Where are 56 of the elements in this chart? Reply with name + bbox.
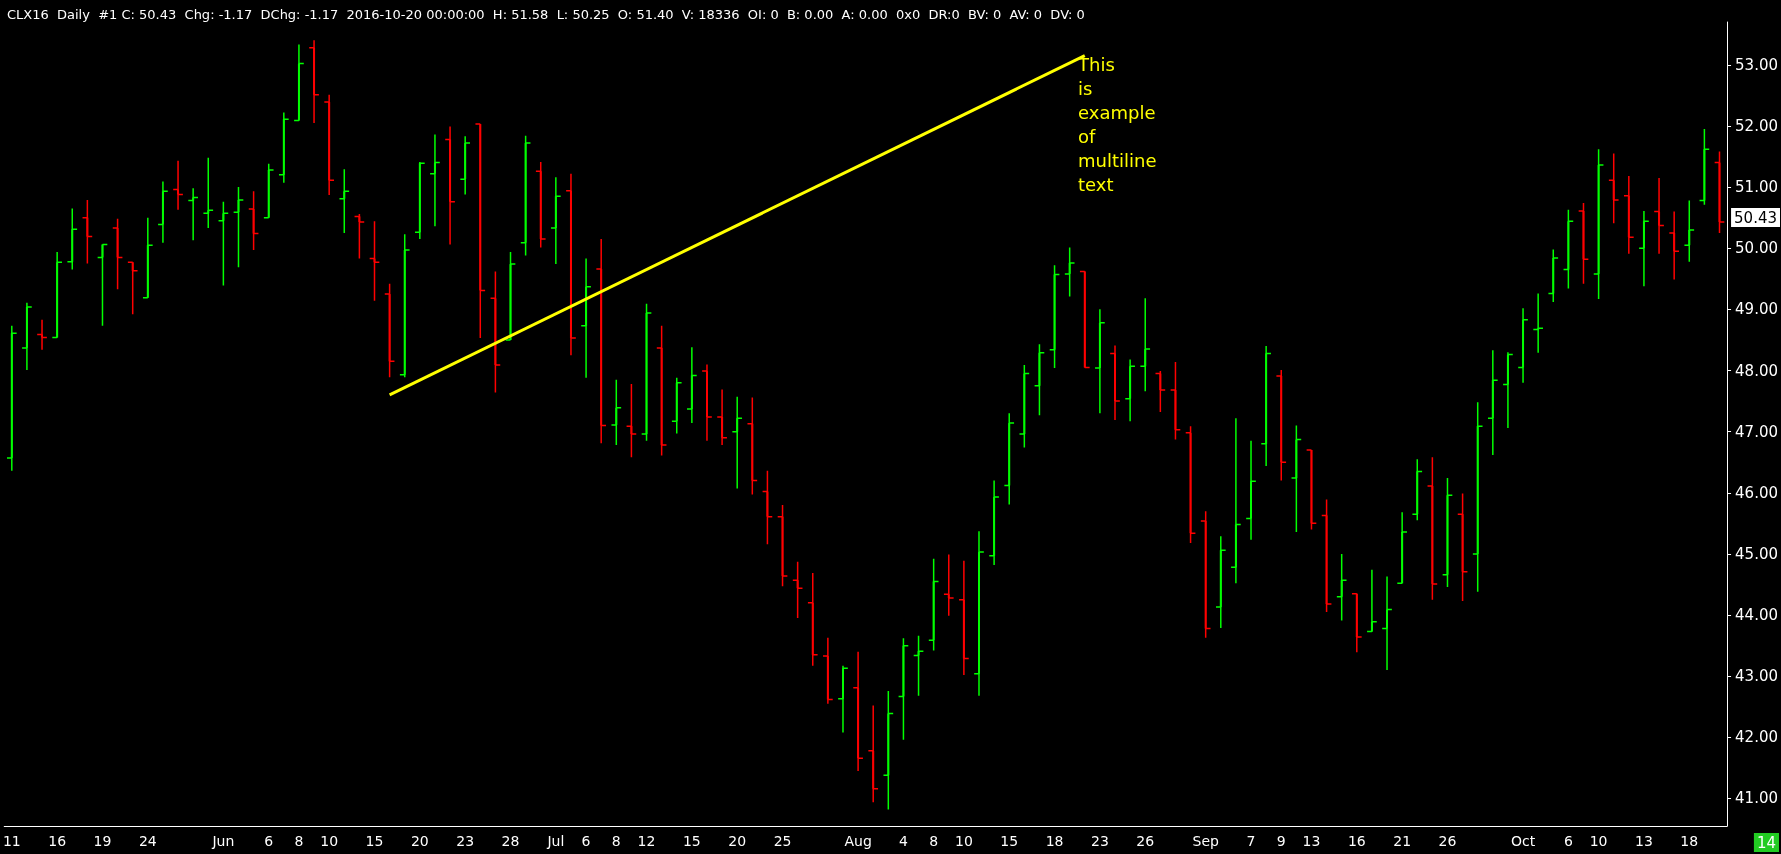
y-tick-label: 44.00 xyxy=(1735,606,1779,625)
x-tick-label: 8 xyxy=(294,833,304,849)
x-tick-label: 25 xyxy=(773,833,792,849)
x-tick-label: 7 xyxy=(1246,833,1256,849)
x-tick-label: 23 xyxy=(1090,833,1109,849)
x-tick-label: 9 xyxy=(1276,833,1286,849)
x-tick-label: 20 xyxy=(728,833,747,849)
y-tick-label: 46.00 xyxy=(1735,483,1779,502)
x-tick-label: 26 xyxy=(1438,833,1457,849)
x-tick-label: 8 xyxy=(611,833,621,849)
x-tick-label: 21 xyxy=(1393,833,1412,849)
y-tick-label: 47.00 xyxy=(1735,422,1779,441)
x-tick-label: 11 xyxy=(2,833,21,849)
y-tick-label: 49.00 xyxy=(1735,300,1779,319)
x-tick-label: 19 xyxy=(93,833,112,849)
x-tick-label: 15 xyxy=(1000,833,1019,849)
x-tick-label: 28 xyxy=(501,833,520,849)
y-tick-label: 53.00 xyxy=(1735,55,1779,74)
y-tick-label: 41.00 xyxy=(1735,789,1779,808)
x-tick-label: 16 xyxy=(1347,833,1366,849)
x-tick-label: 15 xyxy=(682,833,701,849)
x-tick-label: 13 xyxy=(1302,833,1321,849)
y-tick-label: 48.00 xyxy=(1735,361,1779,380)
x-tick-label: 23 xyxy=(456,833,475,849)
x-tick-label: 10 xyxy=(1589,833,1608,849)
chart-title: CLX16 Daily #1 C: 50.43 Chg: -1.17 DChg: -1.17 2016-10-20 00:00:00 H: 51.58 L: 50.25 O: 51.40 V: 18336 OI: 0 B: 0.00 A: 0.00 0x0 DR:0 BV: 0 AV: 0 DV: 0 xyxy=(7,7,1085,22)
x-tick-label: 10 xyxy=(954,833,973,849)
x-tick-label: 26 xyxy=(1136,833,1155,849)
y-tick-label: 43.00 xyxy=(1735,667,1779,686)
y-tick-label: 52.00 xyxy=(1735,116,1779,135)
x-tick-label: 18 xyxy=(1680,833,1699,849)
x-tick-label: 24 xyxy=(138,833,157,849)
x-tick-label: 8 xyxy=(929,833,939,849)
x-tick-label: Jul xyxy=(546,833,565,849)
x-tick-label: Aug xyxy=(844,833,872,849)
x-tick-label: 18 xyxy=(1045,833,1064,849)
y-tick-label: 45.00 xyxy=(1735,544,1779,563)
x-tick-label: 12 xyxy=(637,833,656,849)
x-tick-label: Oct xyxy=(1510,833,1536,849)
y-tick-label: 42.00 xyxy=(1735,728,1779,747)
text: 50.43 xyxy=(1734,208,1778,227)
x-tick-label: 6 xyxy=(264,833,274,849)
y-tick-label: 50.00 xyxy=(1735,239,1779,258)
x-tick-label: 6 xyxy=(581,833,591,849)
x-tick-label: 4 xyxy=(898,833,908,849)
x-tick-label: 20 xyxy=(410,833,429,849)
x-tick-label: 6 xyxy=(1563,833,1573,849)
text: 14 xyxy=(1756,833,1777,852)
y-tick-label: 51.00 xyxy=(1735,178,1779,197)
x-tick-label: 15 xyxy=(365,833,384,849)
x-tick-label: 13 xyxy=(1635,833,1653,849)
x-tick-label: Jun xyxy=(211,833,235,849)
x-tick-label: 16 xyxy=(48,833,67,849)
x-tick-label: 10 xyxy=(320,833,339,849)
annotation: This is example of multiline text xyxy=(1077,53,1157,195)
x-tick-label: Sep xyxy=(1192,833,1219,849)
